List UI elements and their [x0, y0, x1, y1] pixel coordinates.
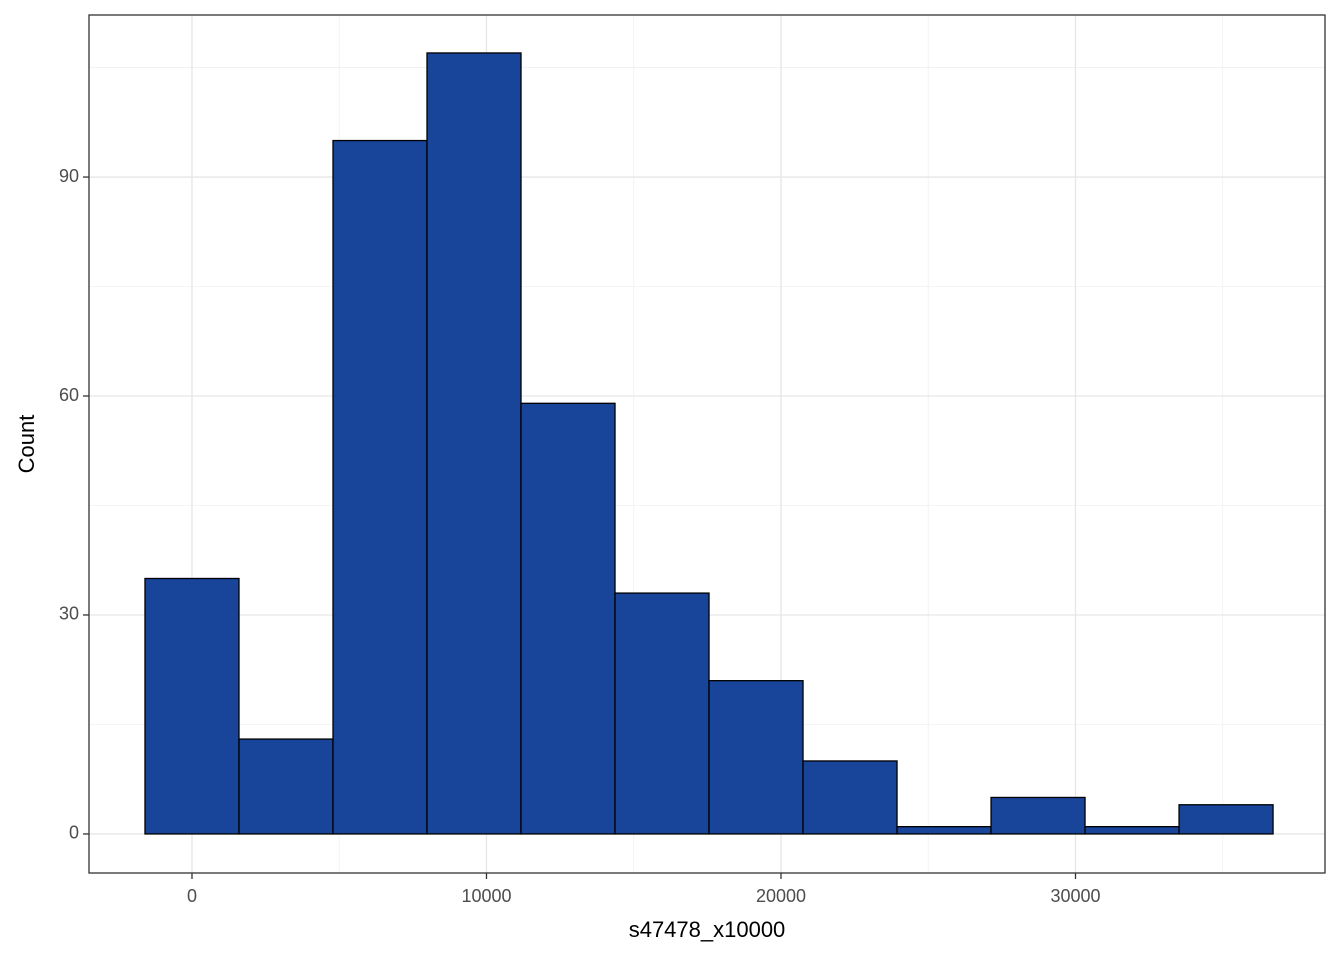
panel-border — [88, 14, 1326, 874]
bar — [1178, 804, 1274, 835]
bar — [708, 680, 804, 835]
y-tick-label: 30 — [59, 604, 79, 624]
x-tick-label: 20000 — [756, 886, 806, 906]
bar — [1084, 826, 1180, 835]
bar — [802, 760, 898, 835]
x-tick-label: 30000 — [1050, 886, 1100, 906]
bar — [426, 52, 522, 835]
y-tick-label: 0 — [69, 823, 79, 843]
y-tick-label: 90 — [59, 166, 79, 186]
bar — [990, 796, 1086, 835]
x-tick-label: 0 — [187, 886, 197, 906]
bar — [614, 592, 710, 835]
bars — [144, 52, 1274, 835]
bar — [896, 826, 992, 835]
bar — [238, 738, 334, 835]
y-tick-label: 60 — [59, 385, 79, 405]
bar — [520, 402, 616, 835]
bar — [332, 139, 428, 835]
x-axis-title: s47478_x10000 — [629, 917, 786, 942]
x-tick-label: 10000 — [461, 886, 511, 906]
y-axis-title: Count — [14, 415, 39, 474]
bar — [144, 577, 240, 835]
axes: 0 30 60 90 0 10000 20000 30000 — [59, 166, 1101, 906]
